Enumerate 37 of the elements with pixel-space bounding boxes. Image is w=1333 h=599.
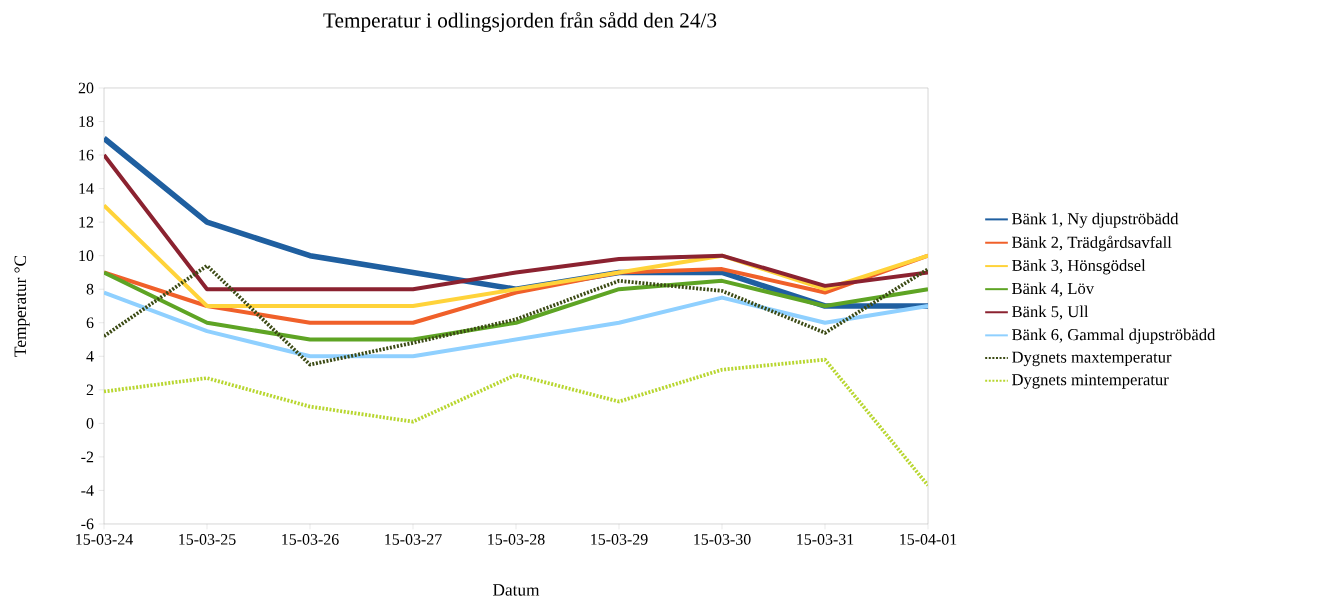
- y-tick-label: 16: [79, 149, 94, 161]
- y-tick-label: 2: [86, 384, 94, 396]
- x-tick-label: 15-03-25: [179, 534, 236, 545]
- legend-label: Bänk 1, Ny djupströbädd: [1011, 212, 1179, 228]
- y-tick-label: -4: [81, 485, 94, 496]
- y-tick-label: 0: [86, 417, 94, 429]
- legend-label: Dygnets mintemperatur: [1011, 374, 1169, 389]
- legend-label: Bänk 5, Ull: [1011, 305, 1089, 320]
- x-tick-label: 15-04-01: [900, 534, 957, 545]
- y-tick-label: 6: [86, 317, 94, 329]
- legend-label: Bänk 2, Trädgårdsavfall: [1011, 235, 1172, 252]
- chart-title: Temperatur i odlingsjorden från sådd den 24/3: [323, 11, 717, 32]
- x-tick-label: 15-03-26: [282, 534, 339, 545]
- line-series: [104, 263, 929, 367]
- y-tick-label: 4: [86, 351, 94, 362]
- line-series: [104, 357, 929, 488]
- y-tick-label: 20: [78, 82, 94, 94]
- y-tick-label: 10: [79, 250, 94, 262]
- y-axis-title: Temperatur °C: [14, 255, 30, 357]
- x-tick-label: 15-03-31: [797, 534, 854, 545]
- y-tick-label: 18: [79, 116, 94, 127]
- y-tick-label: 14: [79, 183, 94, 194]
- y-tick-label: 8: [86, 283, 94, 295]
- y-tick-label: -6: [81, 518, 94, 530]
- legend-label: Dygnets maxtemperatur: [1011, 351, 1172, 367]
- legend-label: Bänk 6, Gammal djupströbädd: [1011, 328, 1216, 344]
- x-tick-label: 15-03-28: [488, 534, 545, 545]
- x-tick-label: 15-03-30: [694, 534, 751, 545]
- line-series: [104, 270, 929, 342]
- y-tick-label: 12: [79, 216, 94, 228]
- x-tick-label: 15-03-27: [385, 534, 442, 545]
- y-tick-label: -2: [81, 451, 94, 463]
- x-tick-label: 15-03-24: [76, 534, 133, 545]
- x-tick-label: 15-03-29: [591, 534, 648, 545]
- legend-label: Bänk 3, Hönsgödsel: [1011, 259, 1146, 275]
- x-axis-title: Datum: [493, 584, 540, 596]
- legend-label: Bänk 4, Löv: [1011, 282, 1095, 297]
